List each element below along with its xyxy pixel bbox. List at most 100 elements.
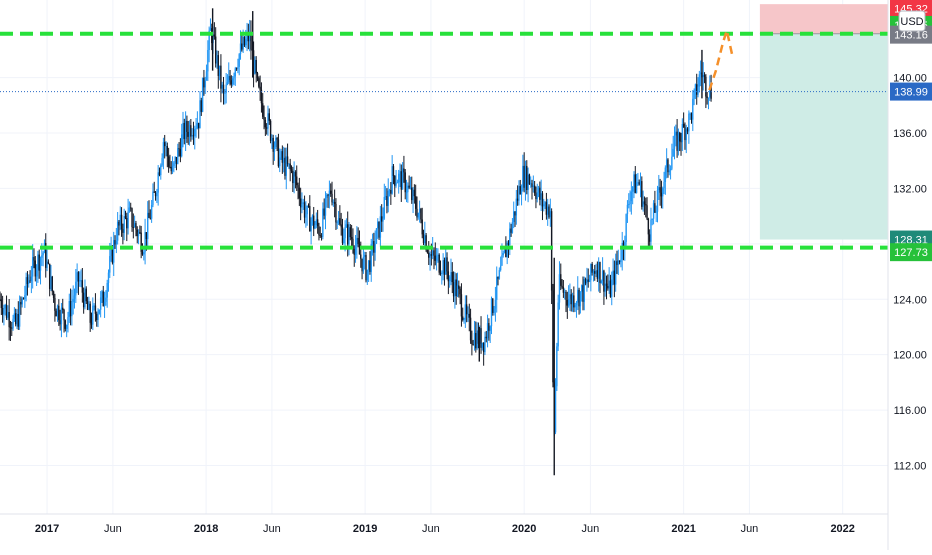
candle-body [454, 279, 456, 297]
candle-body [209, 28, 212, 31]
candle-body [180, 134, 183, 157]
candle-body [603, 270, 605, 292]
currency-badge[interactable]: USD [898, 10, 926, 32]
candle-body [89, 303, 91, 323]
candle-body [557, 302, 559, 347]
projection-path[interactable] [708, 25, 735, 91]
candle-body [584, 279, 587, 284]
candle-body [448, 276, 451, 282]
candle-body [604, 283, 606, 292]
candle-body [218, 65, 221, 76]
candle-body [677, 132, 680, 151]
candle-body [560, 274, 562, 286]
candle-body [605, 283, 608, 286]
candle-body [460, 294, 463, 317]
candle-body [541, 193, 544, 207]
candle-body [374, 243, 376, 253]
candle-body [404, 172, 406, 193]
candle-body [367, 260, 370, 270]
candle-body [397, 173, 400, 183]
candle-body [16, 314, 18, 325]
candle-body [642, 201, 644, 207]
candle-body [664, 167, 667, 182]
candle-body [31, 257, 34, 277]
candle-body [111, 247, 114, 263]
candle-body [182, 122, 184, 135]
candle-body [131, 208, 133, 227]
candle-body [68, 301, 70, 318]
candle-body [689, 113, 691, 115]
candle-body [231, 78, 234, 85]
candle-body [343, 238, 345, 244]
candle-body [166, 146, 169, 157]
candle-body [433, 250, 435, 256]
candle-body [550, 211, 553, 291]
candle-body [510, 228, 512, 233]
candle-body [93, 305, 95, 307]
candle-body [501, 255, 503, 266]
candle-body [471, 340, 473, 345]
candle-body [545, 202, 548, 215]
time-axis[interactable]: 2017 Jun 2018 Jun 2019 Jun 2020 Jun 2021 Jun 2022 [0, 513, 888, 535]
candle-body [531, 183, 533, 187]
projection-line[interactable] [708, 25, 735, 91]
candle-body [299, 198, 302, 208]
candle-body [452, 282, 455, 297]
candle-body [214, 36, 217, 64]
candle-body [665, 159, 668, 168]
candle-body [320, 236, 323, 237]
candle-body [109, 256, 111, 273]
candle-body [390, 190, 392, 194]
candle-body [228, 76, 230, 83]
candle-body [497, 276, 499, 279]
candle-body [48, 263, 51, 289]
y-tick-label: 112.00 [894, 461, 927, 473]
candle-body [562, 287, 565, 293]
candle-body [203, 77, 205, 88]
candle-body [387, 190, 389, 206]
candle-body [358, 244, 361, 255]
x-tick-label: Jun [741, 523, 759, 535]
x-tick-label: 2019 [353, 523, 377, 535]
candle-body [51, 276, 53, 292]
target-zone[interactable] [759, 33, 888, 240]
candle-body [139, 232, 141, 234]
candle-body [41, 255, 43, 258]
candle-body [505, 248, 507, 258]
candle-body [161, 157, 163, 166]
stop-zone[interactable] [759, 4, 888, 34]
candle-body [156, 192, 158, 197]
candle-body [567, 298, 570, 306]
x-tick-label: Jun [582, 523, 600, 535]
candle-body [609, 280, 612, 297]
candle-body [570, 294, 572, 305]
candle-body [145, 232, 148, 240]
candle-body [455, 279, 457, 296]
price-axis[interactable]: 112.00116.00120.00124.00128.00132.00136.… [887, 0, 932, 550]
candle-body [357, 237, 359, 245]
position-box[interactable] [759, 4, 888, 240]
x-tick-label: Jun [422, 523, 440, 535]
candle-body [613, 270, 616, 285]
candle-body [451, 272, 453, 283]
horizontal-lines[interactable] [0, 31, 888, 250]
candle-body [443, 260, 446, 275]
candle-body [282, 157, 285, 163]
candle-body [76, 272, 78, 282]
candle-body [29, 280, 31, 282]
candle-body [499, 265, 502, 271]
candle-body [369, 260, 371, 272]
candle-body [217, 55, 219, 76]
candle-body [442, 260, 444, 274]
candle-body [90, 322, 93, 325]
candle-body [252, 50, 255, 74]
candle-body [50, 276, 52, 289]
candle-body [197, 122, 200, 129]
candle-body [462, 316, 464, 320]
candle-body [516, 198, 519, 201]
candle-body [164, 142, 166, 147]
candle-body [429, 254, 431, 258]
candle-body [530, 183, 532, 185]
